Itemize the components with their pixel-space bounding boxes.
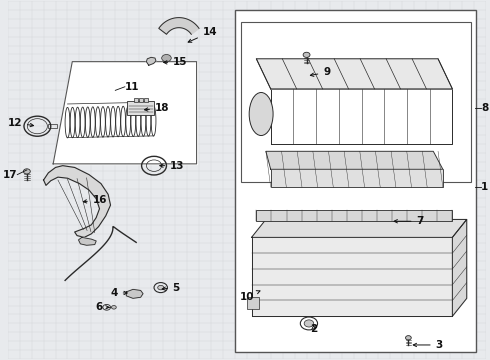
- Bar: [235, 10, 476, 352]
- Text: 6: 6: [95, 302, 109, 312]
- Text: 10: 10: [240, 291, 260, 302]
- Text: 2: 2: [310, 324, 318, 334]
- Circle shape: [24, 169, 30, 174]
- Polygon shape: [452, 220, 467, 316]
- Bar: [241, 22, 470, 182]
- Text: 7: 7: [394, 216, 424, 226]
- Text: 11: 11: [125, 82, 139, 92]
- Polygon shape: [256, 59, 452, 89]
- Circle shape: [406, 336, 411, 340]
- Circle shape: [304, 320, 314, 327]
- Bar: [139, 98, 143, 102]
- Circle shape: [162, 54, 171, 62]
- Text: 14: 14: [188, 27, 218, 42]
- Polygon shape: [147, 57, 156, 65]
- Bar: [256, 211, 452, 221]
- Circle shape: [158, 285, 164, 290]
- Text: 13: 13: [160, 161, 185, 171]
- Polygon shape: [251, 237, 452, 316]
- Text: 8: 8: [481, 103, 489, 113]
- Polygon shape: [53, 62, 196, 164]
- Text: 1: 1: [481, 182, 489, 192]
- Bar: [49, 124, 57, 129]
- Text: 16: 16: [83, 195, 107, 205]
- Bar: [144, 98, 148, 102]
- Circle shape: [303, 52, 310, 58]
- Bar: [247, 297, 259, 309]
- Bar: [134, 98, 138, 102]
- Text: 12: 12: [7, 118, 33, 128]
- Polygon shape: [126, 289, 143, 298]
- Ellipse shape: [249, 93, 273, 135]
- Polygon shape: [266, 151, 443, 169]
- Polygon shape: [78, 237, 96, 245]
- Text: 18: 18: [145, 103, 170, 113]
- Text: 3: 3: [413, 340, 443, 350]
- Polygon shape: [251, 220, 467, 237]
- Circle shape: [112, 306, 116, 309]
- Text: 9: 9: [310, 67, 330, 77]
- Bar: [270, 169, 443, 187]
- Text: 4: 4: [110, 288, 127, 298]
- Polygon shape: [159, 18, 199, 34]
- Text: 17: 17: [2, 170, 17, 180]
- Text: 15: 15: [164, 57, 188, 67]
- Polygon shape: [44, 166, 111, 237]
- Bar: [127, 101, 154, 116]
- Text: 5: 5: [162, 283, 180, 293]
